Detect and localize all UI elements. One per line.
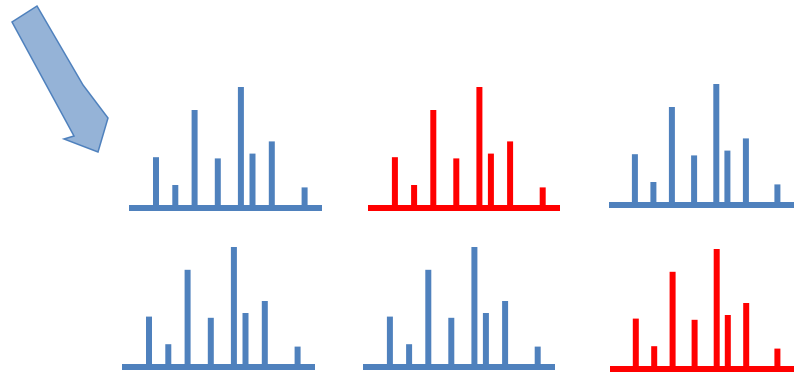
spectrum-peak — [165, 344, 172, 367]
spectrum-peak — [713, 84, 720, 205]
spectrum-icon — [609, 84, 794, 208]
spectrum-peak — [453, 158, 460, 208]
spectrum-peak — [534, 346, 541, 367]
spectrum-peak — [691, 319, 698, 369]
spectrum-icon — [122, 247, 315, 370]
spectrum-peak — [411, 185, 418, 208]
spectrum-baseline — [129, 205, 322, 211]
spectrum-peak — [391, 157, 398, 208]
spectrum-peak — [237, 87, 244, 208]
spectrum-peak — [774, 348, 781, 369]
spectrum-peak — [502, 301, 509, 367]
spectrum-peak — [448, 317, 455, 367]
spectrum-peak — [669, 271, 676, 369]
spectrum-icon — [129, 87, 322, 211]
spectrum-peak — [743, 303, 750, 369]
spectrum-baseline — [363, 364, 555, 370]
spectrum-icon — [610, 249, 794, 372]
spectrum-peak — [539, 187, 546, 208]
spectrum-peak — [406, 344, 413, 367]
spectrum-peak — [207, 317, 214, 367]
spectrum-peak — [724, 315, 731, 369]
spectrum-peak — [249, 153, 256, 209]
spectrum-peak — [487, 153, 494, 209]
spectrum-baseline — [610, 366, 794, 372]
spectrum-peak — [724, 150, 731, 206]
spectrum-peak — [668, 107, 675, 205]
spectrum-peak — [172, 185, 179, 208]
spectrum-peak — [742, 138, 749, 205]
spectrum-peak — [425, 269, 432, 367]
spectrum-icon — [363, 247, 555, 370]
spectrum-peak — [301, 187, 308, 208]
spectrum-peak — [631, 154, 638, 205]
spectrum-peak — [261, 301, 268, 367]
spectrum-peak — [774, 184, 781, 205]
spectrum-peak — [507, 141, 514, 208]
spectrum-peak — [476, 87, 483, 208]
spectrum-peak — [713, 249, 720, 369]
spectrum-peak — [650, 182, 657, 205]
spectrum-peak — [242, 313, 249, 367]
arrow-icon — [11, 4, 109, 153]
spectrum-peak — [632, 318, 639, 369]
spectrum-peak — [268, 141, 275, 208]
spectrum-icon — [368, 87, 560, 211]
panels-layer — [122, 84, 794, 372]
spectrum-peak — [651, 346, 658, 369]
spectrum-peak — [430, 110, 437, 208]
spectrum-baseline — [609, 202, 794, 208]
spectrum-peak — [230, 247, 237, 367]
spectrum-peak — [386, 316, 393, 367]
spectrum-peak — [153, 157, 159, 208]
spectrum-peak — [471, 247, 478, 367]
spectrum-peak — [146, 316, 152, 367]
spectrum-peak — [482, 313, 489, 367]
spectrum-peak — [294, 346, 301, 367]
spectrum-peak — [691, 155, 698, 205]
spectrum-peak — [184, 269, 191, 367]
spectrum-peak — [191, 110, 198, 208]
spectrum-baseline — [368, 205, 560, 211]
spectrum-baseline — [122, 364, 315, 370]
spectrum-peak — [214, 158, 221, 208]
